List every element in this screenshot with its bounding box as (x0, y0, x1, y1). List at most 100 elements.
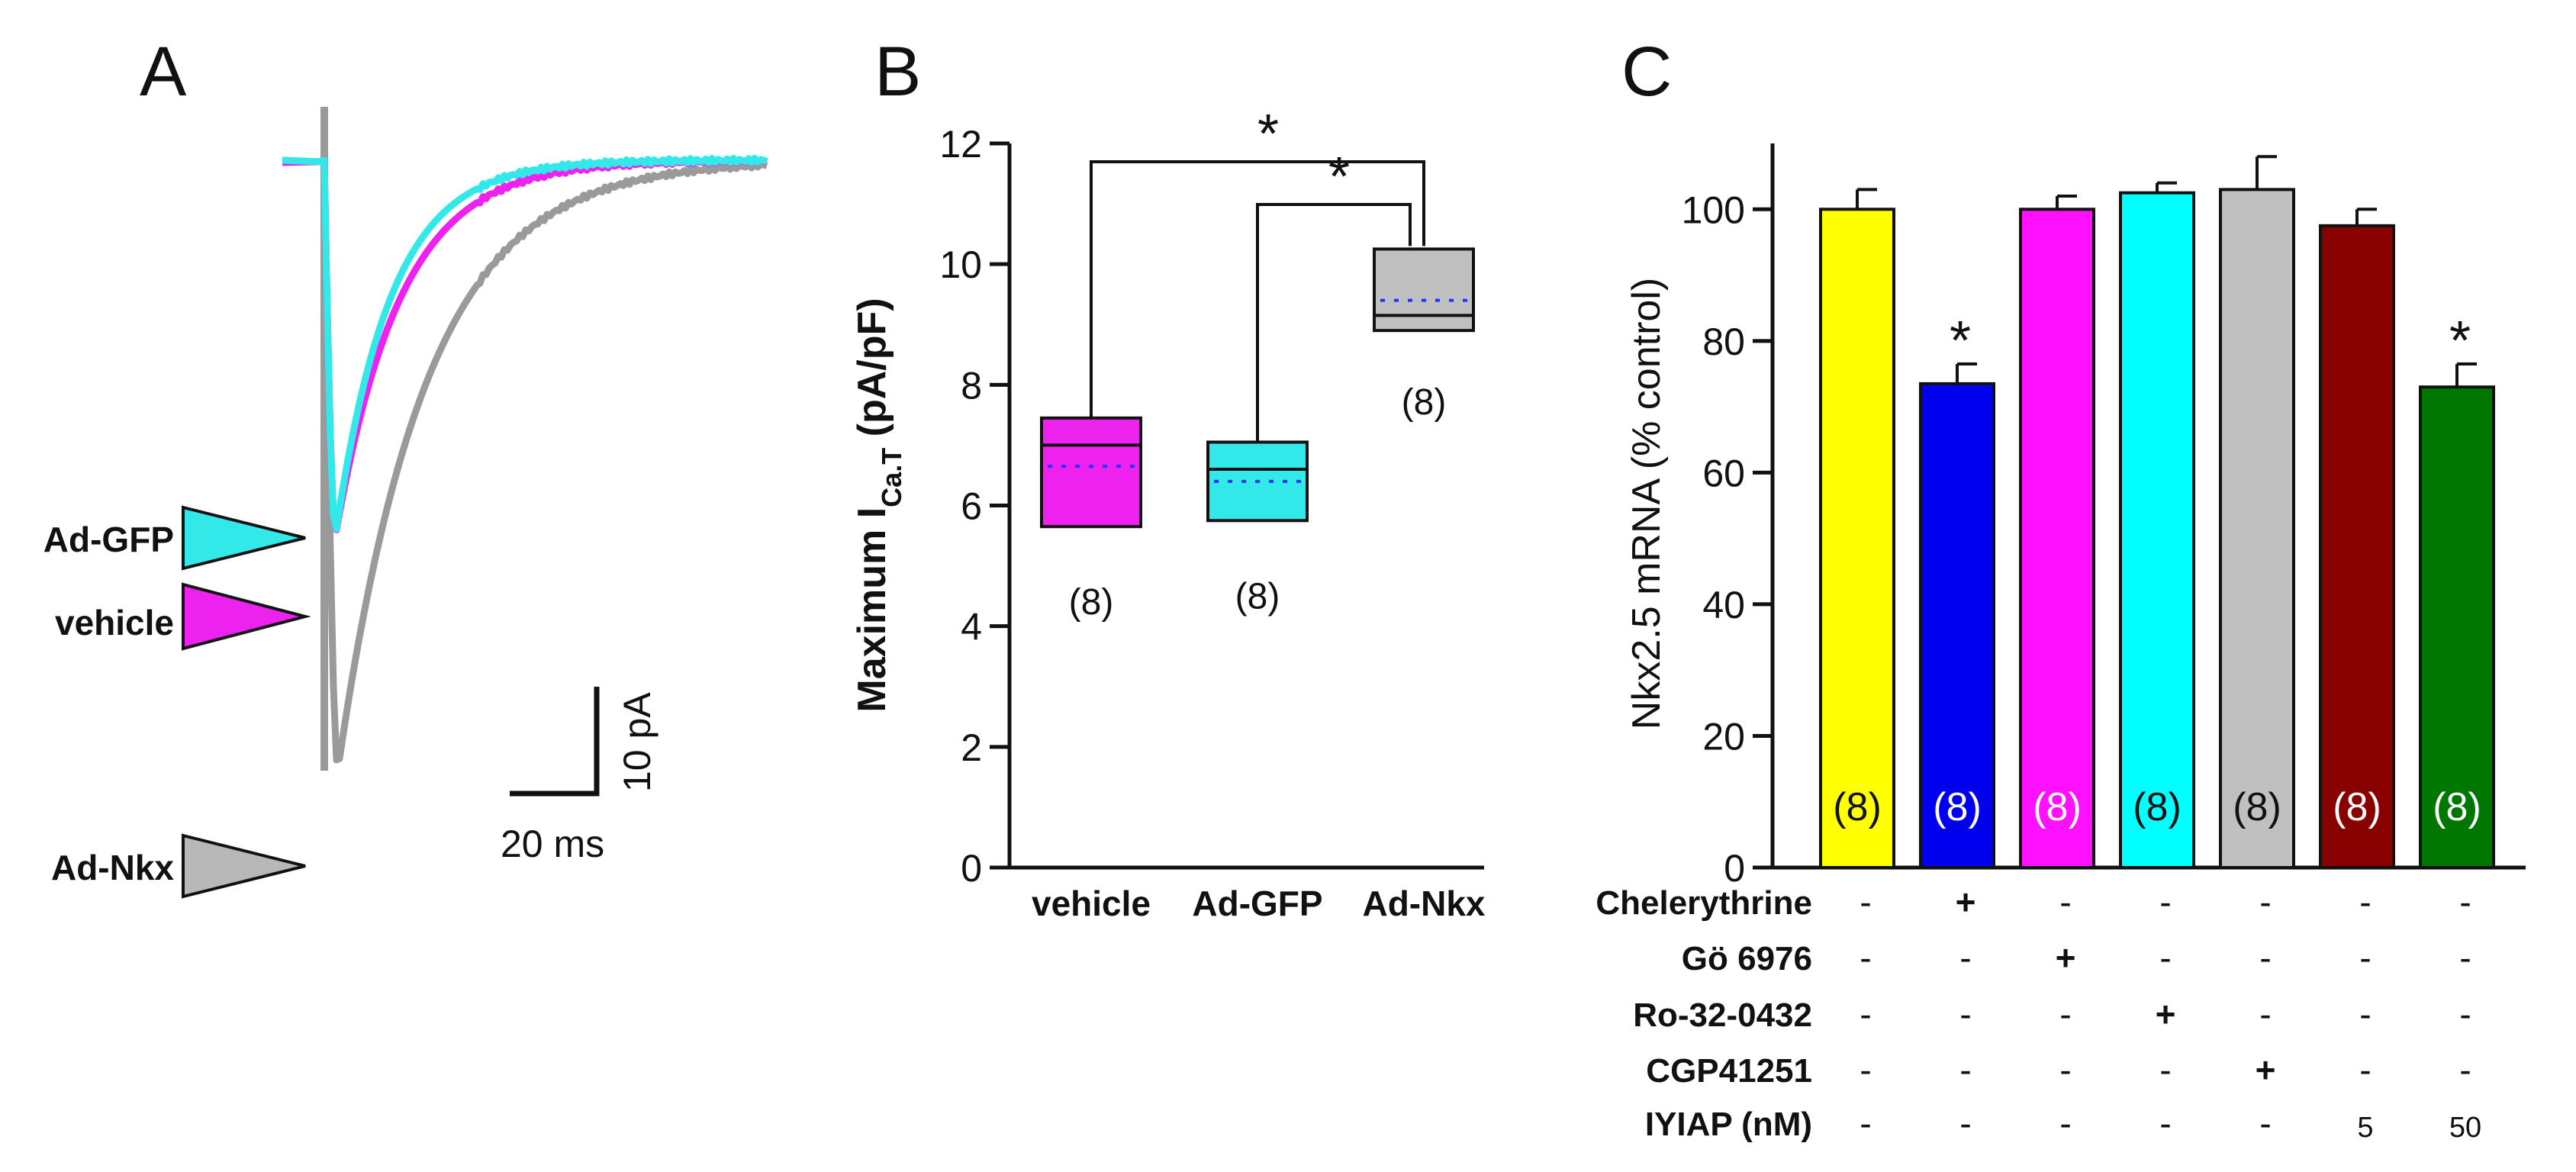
legend-label-ad-nkx: Ad-Nkx (51, 848, 174, 887)
legend-marker-ad-nkx (182, 833, 306, 899)
current-traces (282, 107, 768, 771)
c-y-tick-label: 80 (1702, 320, 1745, 363)
b-y-tick-label: 2 (961, 726, 982, 769)
condition-cell-cgp41251-5: + (2256, 1050, 2276, 1090)
error-bar-4 (2156, 181, 2177, 193)
condition-cell-chelerythrine-2: + (1956, 882, 1976, 922)
significance-star-vehicle: * (1257, 104, 1279, 165)
c-y-tick-label: 100 (1682, 188, 1745, 231)
scale-bar-lines (510, 687, 600, 797)
panel-a-letter: A (140, 33, 187, 111)
significance-star-bar-7: * (2449, 311, 2471, 372)
condition-label-ro-32-0432: Ro-32-0432 (1633, 997, 1812, 1034)
condition-cell-chelerythrine-1: - (1860, 882, 1871, 922)
n-label-ad-nkx: (8) (1402, 382, 1447, 423)
c-y-tick-label: 0 (1724, 847, 1745, 890)
c-y-tick-label: 40 (1702, 584, 1745, 626)
condition-cell-chelerythrine-5: - (2259, 882, 2271, 922)
legend-label-vehicle: vehicle (55, 603, 174, 642)
c-y-axis-title: Nkx2.5 mRNA (% control) (1624, 278, 1669, 729)
condition-cell-ro-32-0432-5: - (2259, 994, 2271, 1034)
condition-cell-ro-32-0432-2: - (1959, 994, 1971, 1034)
condition-cell-ro-32-0432-4: + (2156, 994, 2176, 1034)
b-significance: ** (1090, 104, 1425, 443)
significance-bracket-vehicle (1090, 160, 1425, 418)
trace-ad-gfp (282, 154, 768, 533)
trace-vehicle (282, 155, 768, 533)
legend-label-ad-gfp: Ad-GFP (43, 520, 174, 559)
panel-b-letter: B (874, 33, 921, 111)
condition-cell-g-6976-2: - (1959, 938, 1971, 977)
n-label-bar-6: (8) (2333, 785, 2381, 829)
b-x-tick-label-ad-nkx: Ad-Nkx (1362, 884, 1485, 923)
c-y-tick-label: 20 (1702, 715, 1745, 758)
condition-cell-chelerythrine-7: - (2459, 882, 2471, 922)
error-bar-1 (1856, 188, 1877, 210)
scale-bar: 10 pA 20 ms (501, 687, 658, 865)
c-y-tick-label: 60 (1702, 452, 1745, 494)
n-label-bar-3: (8) (2033, 785, 2082, 829)
condition-cell-chelerythrine-4: - (2159, 882, 2171, 922)
trace-ad-nkx (282, 156, 768, 764)
condition-cell-chelerythrine-3: - (2059, 882, 2071, 922)
bar-4 (2119, 191, 2195, 870)
b-y-axis-title: Maximum ICa.T (pA/pF) (850, 298, 907, 712)
condition-cell-g-6976-4: - (2159, 938, 2171, 977)
legend-marker-vehicle (182, 582, 311, 651)
error-bar-3 (2056, 195, 2077, 210)
b-y-tick-label: 12 (939, 123, 982, 166)
b-y-axis-title-main: Maximum I (850, 507, 894, 713)
panel-c: C 0 20 40 60 80 100 Nkx2.5 mRNA (% control) (… (1596, 33, 2526, 1144)
c-y-ticks: 0 20 40 60 80 100 (1682, 188, 1773, 890)
b-y-tick-label: 0 (961, 847, 982, 890)
condition-label-g-6976: Gö 6976 (1682, 940, 1812, 977)
condition-cell-iyiap-nm-1: - (1860, 1103, 1871, 1143)
c-condition-table: Chelerythrine - + - - - - - Gö 6976 - - + - - - - Ro-32-… (1596, 882, 2481, 1144)
legend-ad-gfp: Ad-GFP (43, 505, 306, 571)
condition-label-cgp41251: CGP41251 (1646, 1052, 1812, 1090)
condition-cell-cgp41251-2: - (1959, 1050, 1971, 1090)
box-vehicle (1040, 416, 1142, 529)
error-bar-7 (2455, 362, 2477, 388)
b-y-axis-title-subscript: Ca.T (876, 448, 907, 507)
condition-cell-g-6976-6: - (2359, 938, 2371, 977)
condition-cell-iyiap-nm-5: - (2259, 1103, 2271, 1143)
panel-c-letter: C (1621, 33, 1672, 111)
bar-5 (2219, 188, 2295, 869)
significance-star-bar-2: * (1950, 311, 1971, 372)
condition-cell-ro-32-0432-3: - (2059, 994, 2071, 1034)
legend-vehicle: vehicle (55, 582, 311, 651)
b-boxes: (8) vehicle (8) Ad-GFP (8) Ad-Nkx (1032, 247, 1486, 923)
condition-cell-ro-32-0432-7: - (2459, 994, 2471, 1034)
condition-cell-ro-32-0432-1: - (1860, 994, 1871, 1034)
condition-cell-ro-32-0432-6: - (2359, 994, 2371, 1034)
condition-cell-iyiap-nm-3: - (2059, 1103, 2071, 1143)
bar-2 (1919, 382, 1995, 869)
box-ad-nkx (1373, 247, 1475, 333)
condition-cell-cgp41251-4: - (2159, 1050, 2171, 1090)
bar-6 (2319, 224, 2395, 870)
condition-cell-g-6976-5: - (2259, 938, 2271, 977)
b-y-tick-label: 10 (939, 243, 982, 286)
legend-marker-ad-gfp (182, 505, 306, 571)
b-y-tick-label: 6 (961, 485, 982, 528)
condition-cell-cgp41251-1: - (1860, 1050, 1871, 1090)
scale-bar-x-label: 20 ms (501, 823, 604, 865)
b-x-tick-label-vehicle: vehicle (1032, 884, 1151, 923)
b-y-axis-title-units: (pA/pF) (850, 298, 894, 447)
n-label-ad-gfp: (8) (1235, 576, 1280, 617)
n-label-bar-4: (8) (2133, 785, 2182, 829)
condition-cell-cgp41251-3: - (2059, 1050, 2071, 1090)
condition-label-chelerythrine: Chelerythrine (1596, 884, 1812, 922)
error-bar-5 (2256, 155, 2277, 190)
condition-label-iyiap-nm: IYIAP (nM) (1645, 1106, 1812, 1143)
n-label-vehicle: (8) (1069, 582, 1114, 623)
condition-cell-cgp41251-7: - (2459, 1050, 2471, 1090)
b-y-tick-label: 8 (961, 364, 982, 407)
significance-star-ad-gfp: * (1328, 146, 1350, 208)
n-label-bar-7: (8) (2433, 785, 2481, 829)
condition-cell-chelerythrine-6: - (2359, 882, 2371, 922)
bar-3 (2019, 208, 2095, 870)
condition-cell-g-6976-7: - (2459, 938, 2471, 977)
